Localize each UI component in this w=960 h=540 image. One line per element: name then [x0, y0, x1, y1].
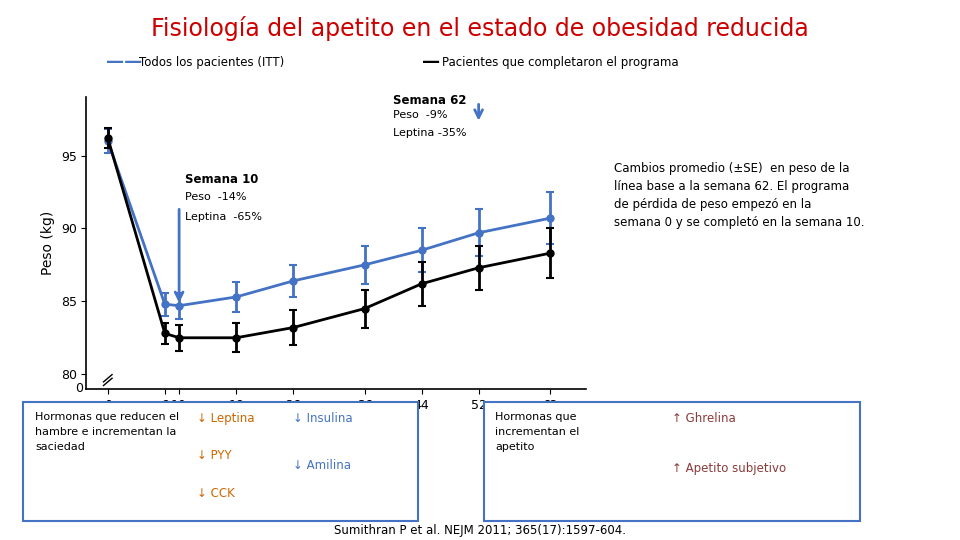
Text: Leptina  -65%: Leptina -65% [185, 212, 262, 222]
Text: Peso  -9%: Peso -9% [393, 110, 447, 120]
Text: Cambios promedio (±SE)  en peso de la
línea base a la semana 62. El programa
de : Cambios promedio (±SE) en peso de la lín… [614, 162, 865, 229]
FancyBboxPatch shape [484, 402, 860, 521]
Text: ↓ Leptina: ↓ Leptina [197, 412, 254, 425]
Text: Sumithran P et al. NEJM 2011; 365(17):1597-604.: Sumithran P et al. NEJM 2011; 365(17):15… [334, 524, 626, 537]
Text: —: — [422, 53, 441, 71]
Text: ↑ Apetito subjetivo: ↑ Apetito subjetivo [672, 462, 786, 475]
Text: Peso  -14%: Peso -14% [185, 192, 247, 202]
Text: ↓ CCK: ↓ CCK [197, 487, 234, 500]
Text: Pacientes que completaron el programa: Pacientes que completaron el programa [442, 56, 678, 69]
Y-axis label: Peso (kg): Peso (kg) [41, 211, 55, 275]
Text: Todos los pacientes (ITT): Todos los pacientes (ITT) [139, 56, 284, 69]
Text: Hormonas que
incrementan el
apetito: Hormonas que incrementan el apetito [495, 412, 580, 451]
Text: ↓ PYY: ↓ PYY [197, 449, 231, 462]
FancyBboxPatch shape [23, 402, 419, 521]
Text: 0: 0 [75, 382, 83, 395]
Text: Leptina -35%: Leptina -35% [393, 128, 467, 138]
Text: Semana 10: Semana 10 [185, 173, 258, 186]
Text: Semana 62: Semana 62 [393, 94, 467, 107]
Text: ——: —— [106, 53, 142, 71]
Text: ↓ Amilina: ↓ Amilina [294, 459, 351, 472]
X-axis label: Semana: Semana [304, 417, 368, 431]
Text: Fisiología del apetito en el estado de obesidad reducida: Fisiología del apetito en el estado de o… [151, 16, 809, 41]
Text: Hormonas que reducen el
hambre e incrementan la
saciedad: Hormonas que reducen el hambre e increme… [36, 412, 180, 451]
Text: ↓ Insulina: ↓ Insulina [294, 412, 353, 425]
Text: ↑ Ghrelina: ↑ Ghrelina [672, 412, 735, 425]
